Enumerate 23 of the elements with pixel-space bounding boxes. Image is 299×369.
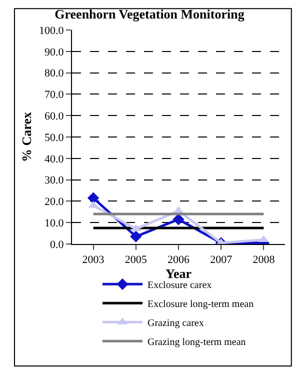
chart-title: Greenhorn Vegetation Monitoring bbox=[54, 6, 245, 22]
legend-label: Exclosure carex bbox=[148, 280, 212, 292]
y-tick-label: 40.0 bbox=[44, 153, 64, 166]
x-tick-label: 2006 bbox=[168, 254, 190, 266]
y-tick-label: 80.0 bbox=[44, 68, 64, 80]
y-tick-label: 100.0 bbox=[39, 24, 64, 37]
y-axis-title: % Carex bbox=[19, 112, 34, 162]
x-axis-title: Year bbox=[166, 266, 192, 282]
y-tick-label: 10.0 bbox=[44, 217, 64, 230]
x-tick-label: 2007 bbox=[210, 254, 233, 266]
x-tick-label: 2003 bbox=[82, 254, 105, 266]
y-tick-label: 20.0 bbox=[44, 196, 64, 208]
x-tick-label: 2008 bbox=[252, 254, 276, 266]
legend-label: Grazing long-term mean bbox=[148, 337, 246, 348]
y-tick-label: 0.0 bbox=[50, 238, 64, 251]
legend-label: Grazing carex bbox=[148, 318, 204, 330]
y-tick-label: 30.0 bbox=[44, 174, 64, 187]
y-tick-label: 70.0 bbox=[44, 89, 64, 102]
y-tick-label: 90.0 bbox=[44, 46, 64, 58]
legend-label: Exclosure long-term mean bbox=[148, 299, 254, 310]
x-tick-label: 2005 bbox=[124, 254, 148, 266]
y-tick-label: 50.0 bbox=[44, 132, 64, 144]
y-tick-label: 60.0 bbox=[44, 110, 64, 122]
